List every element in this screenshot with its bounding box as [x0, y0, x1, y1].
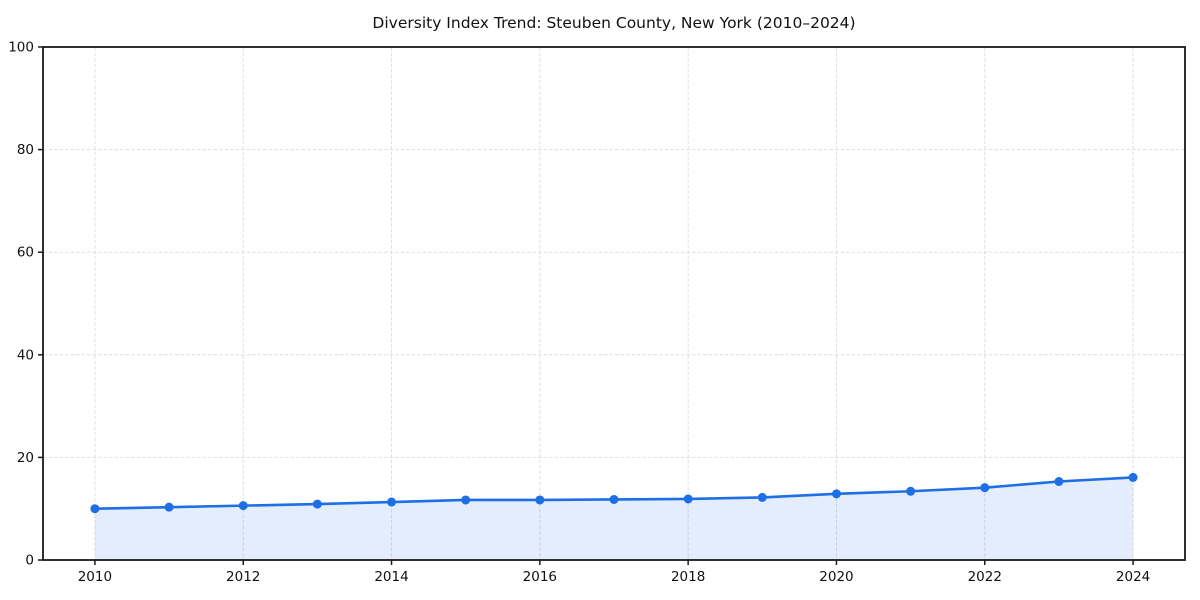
- data-point-2020: [831, 489, 841, 499]
- data-point-2021: [906, 486, 916, 496]
- axes-layer: 2010 2012 2014 2016 2018 2020 2022 2024 0 20 40 60 8…: [8, 40, 1186, 585]
- x-tick-label-2010: 2010: [78, 569, 112, 585]
- data-point-2022: [980, 483, 990, 493]
- data-point-2024: [1128, 472, 1138, 482]
- data-point-2016: [535, 495, 545, 505]
- x-tick-label-2016: 2016: [523, 569, 557, 585]
- y-tick-label-40: 40: [17, 347, 34, 363]
- data-point-2015: [461, 495, 471, 505]
- data-point-2013: [312, 499, 322, 509]
- x-tick-label-2014: 2014: [374, 569, 408, 585]
- y-tick-label-60: 60: [17, 245, 34, 261]
- y-tick-label-80: 80: [17, 142, 34, 158]
- x-tick-label-2024: 2024: [1116, 569, 1150, 585]
- data-point-2012: [238, 501, 248, 511]
- data-point-2023: [1054, 477, 1064, 487]
- plot-border: [42, 46, 1186, 561]
- data-point-2017: [609, 494, 619, 504]
- y-tick-label-20: 20: [17, 450, 34, 466]
- area-fill: [94, 477, 1134, 560]
- chart-title: Diversity Index Trend: Steuben County, N…: [372, 14, 855, 32]
- data-point-2010: [90, 504, 100, 514]
- data-point-2014: [387, 497, 397, 507]
- data-point-2011: [164, 502, 174, 512]
- data-point-2019: [757, 492, 767, 502]
- x-tick-label-2018: 2018: [671, 569, 705, 585]
- data-point-2018: [683, 494, 693, 504]
- area-fill-layer: [94, 477, 1134, 560]
- x-tick-label-2012: 2012: [226, 569, 260, 585]
- x-tick-label-2022: 2022: [968, 569, 1002, 585]
- data-markers-layer: [90, 472, 1138, 514]
- grid-layer: [43, 46, 1185, 561]
- y-tick-label-0: 0: [25, 553, 34, 569]
- y-tick-label-100: 100: [8, 40, 34, 56]
- x-tick-label-2020: 2020: [819, 569, 853, 585]
